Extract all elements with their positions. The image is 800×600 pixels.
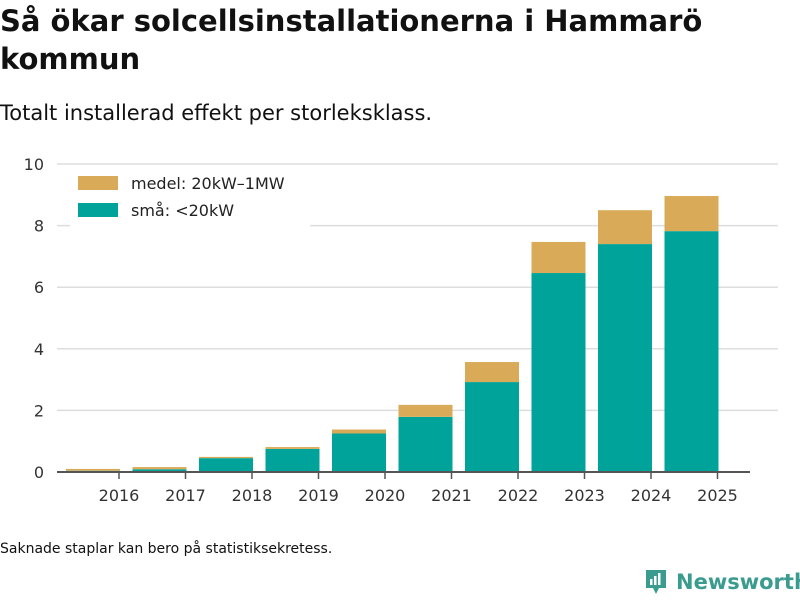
legend-swatch — [78, 176, 118, 190]
newsworthy-logo-icon — [646, 570, 666, 594]
bar-medium-2023 — [531, 241, 586, 274]
bar-medium-2018 — [199, 456, 253, 459]
chart-title: Så ökar solcellsinstallationerna i Hamma… — [0, 4, 703, 76]
y-tick-label: 6 — [34, 278, 44, 297]
x-tick-label: 2019 — [298, 486, 339, 505]
y-tick-label: 10 — [24, 155, 44, 174]
bar-medium-2017 — [132, 467, 187, 470]
x-tick-label: 2023 — [564, 486, 605, 505]
bar-small-2022 — [465, 382, 519, 472]
bar-medium-2024 — [598, 210, 652, 245]
x-tick-label: 2024 — [631, 486, 672, 505]
x-tick-label: 2021 — [431, 486, 472, 505]
y-tick-label: 0 — [34, 463, 44, 482]
brand-name: Newsworthy — [676, 570, 800, 594]
bar-medium-2025 — [664, 196, 719, 232]
legend-swatch — [78, 203, 118, 217]
bar-small-2019 — [265, 448, 320, 472]
legend-label: medel: 20kW–1MW — [131, 174, 285, 193]
bar-small-2017 — [132, 469, 187, 472]
bar-medium-2022 — [465, 362, 519, 383]
legend-label: små: <20kW — [131, 201, 234, 220]
bar-medium-2021 — [398, 404, 453, 417]
x-tick-label: 2022 — [498, 486, 539, 505]
x-tick-label: 2020 — [365, 486, 406, 505]
y-tick-label: 4 — [34, 340, 44, 359]
bar-small-2025 — [664, 231, 719, 472]
bar-medium-2019 — [265, 447, 320, 449]
bar-small-2018 — [199, 458, 253, 472]
bar-chart: 0 2 4 6 8 10 2016 2017 2018 2019 2020 2021 2022 2023 2… — [24, 155, 778, 505]
bar-small-2021 — [398, 416, 453, 472]
bar-medium-2016 — [66, 468, 120, 471]
chart-subtitle: Totalt installerad effekt per storlekskl… — [0, 101, 433, 125]
x-tick-label: 2018 — [232, 486, 273, 505]
footnote: Saknade staplar kan bero på statistiksek… — [0, 541, 333, 557]
y-tick-label: 2 — [34, 401, 44, 420]
x-tick-label: 2016 — [99, 486, 140, 505]
bar-small-2024 — [598, 244, 652, 472]
y-tick-label: 8 — [34, 217, 44, 236]
bar-small-2023 — [531, 273, 586, 472]
bar-small-2020 — [332, 433, 386, 472]
x-tick-label: 2017 — [165, 486, 206, 505]
x-tick-label: 2025 — [697, 486, 738, 505]
newsworthy-logo: Newsworthy — [644, 568, 800, 596]
bar-medium-2020 — [332, 429, 386, 434]
